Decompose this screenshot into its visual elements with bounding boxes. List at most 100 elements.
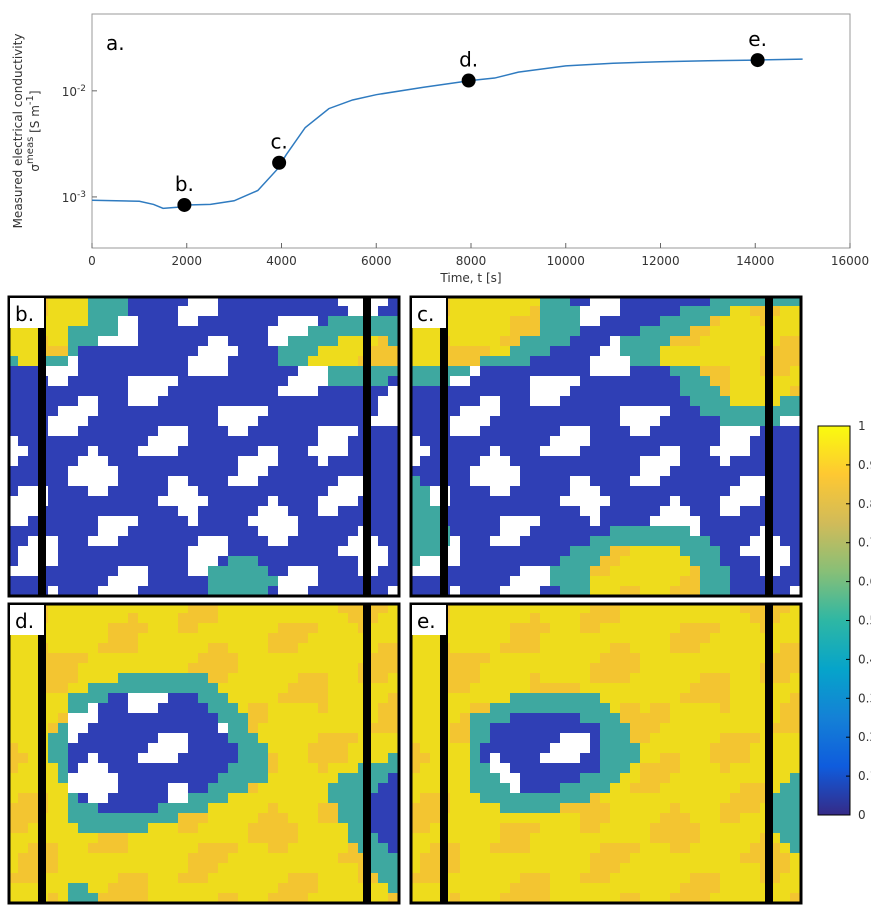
- pixel: [430, 713, 440, 723]
- pixel: [58, 753, 68, 763]
- pixel: [348, 713, 358, 723]
- pixel: [580, 793, 590, 803]
- pixel: [590, 653, 600, 663]
- pixel: [630, 663, 640, 673]
- pixel: [710, 643, 720, 653]
- pixel: [128, 633, 138, 643]
- pixel: [540, 803, 550, 813]
- pixel: [68, 783, 78, 793]
- pixel: [208, 793, 218, 803]
- pixel: [550, 683, 560, 693]
- pixel: [338, 853, 348, 863]
- pixel: [308, 783, 318, 793]
- pixel: [740, 683, 750, 693]
- pixel: [430, 336, 440, 346]
- pixel: [510, 703, 520, 713]
- pixel: [620, 623, 630, 633]
- pixel: [338, 833, 348, 843]
- pixel: [228, 556, 238, 566]
- pixel: [690, 863, 700, 873]
- pixel: [630, 843, 640, 853]
- pixel: [248, 653, 258, 663]
- pixel: [288, 356, 298, 366]
- pixel: [560, 703, 570, 713]
- pixel: [590, 633, 600, 643]
- pixel: [640, 823, 650, 833]
- pixel: [348, 833, 358, 843]
- pixel: [148, 873, 158, 883]
- pixel: [118, 683, 128, 693]
- pixel: [328, 496, 338, 506]
- pixel: [700, 536, 710, 546]
- y-tick-label: 10-2: [62, 84, 86, 99]
- pixel: [348, 723, 358, 733]
- pixel: [480, 623, 490, 633]
- pixel: [680, 376, 690, 386]
- pixel: [88, 843, 98, 853]
- pixel: [198, 673, 208, 683]
- pixel: [198, 346, 208, 356]
- colorbar-tick-label: 0.8: [858, 497, 871, 511]
- pixel: [78, 306, 88, 316]
- pixel: [540, 576, 550, 586]
- pixel: [138, 813, 148, 823]
- pixel: [550, 663, 560, 673]
- pixel: [388, 883, 398, 893]
- pixel: [710, 733, 720, 743]
- pixel: [268, 863, 278, 873]
- pixel: [590, 516, 600, 526]
- pixel: [68, 613, 78, 623]
- pixel: [710, 863, 720, 873]
- pixel: [710, 396, 720, 406]
- pixel: [750, 486, 760, 496]
- pixel: [68, 406, 78, 416]
- pixel: [540, 566, 550, 576]
- pixel: [268, 713, 278, 723]
- pixel: [68, 863, 78, 873]
- pixel: [318, 436, 328, 446]
- pixel: [198, 556, 208, 566]
- pixel: [500, 803, 510, 813]
- pixel: [790, 723, 800, 733]
- pixel: [268, 733, 278, 743]
- pixel: [248, 673, 258, 683]
- pixel: [228, 883, 238, 893]
- pixel: [128, 853, 138, 863]
- pixel: [338, 426, 348, 436]
- pixel: [740, 873, 750, 883]
- pixel: [670, 663, 680, 673]
- pixel: [78, 466, 88, 476]
- pixel: [58, 773, 68, 783]
- pixel: [530, 833, 540, 843]
- pixel: [660, 536, 670, 546]
- pixel: [328, 683, 338, 693]
- pixel: [318, 783, 328, 793]
- pixel: [168, 843, 178, 853]
- pixel: [790, 306, 800, 316]
- pixel: [48, 663, 58, 673]
- pixel: [88, 683, 98, 693]
- pixel: [228, 663, 238, 673]
- pixel: [570, 663, 580, 673]
- pixel: [630, 426, 640, 436]
- electrode-bar: [440, 603, 448, 904]
- pixel: [510, 356, 520, 366]
- pixel: [640, 346, 650, 356]
- pixel: [78, 416, 88, 426]
- pixel: [218, 803, 228, 813]
- pixel: [328, 853, 338, 863]
- pixel: [198, 643, 208, 653]
- pixel: [790, 803, 800, 813]
- pixel: [620, 366, 630, 376]
- pixel: [218, 713, 228, 723]
- pixel: [650, 703, 660, 713]
- pixel: [510, 873, 520, 883]
- pixel: [18, 813, 28, 823]
- pixel: [450, 733, 460, 743]
- pixel: [388, 356, 398, 366]
- pixel: [560, 376, 570, 386]
- pixel: [710, 376, 720, 386]
- pixel: [710, 326, 720, 336]
- pixel: [710, 763, 720, 773]
- pixel: [640, 773, 650, 783]
